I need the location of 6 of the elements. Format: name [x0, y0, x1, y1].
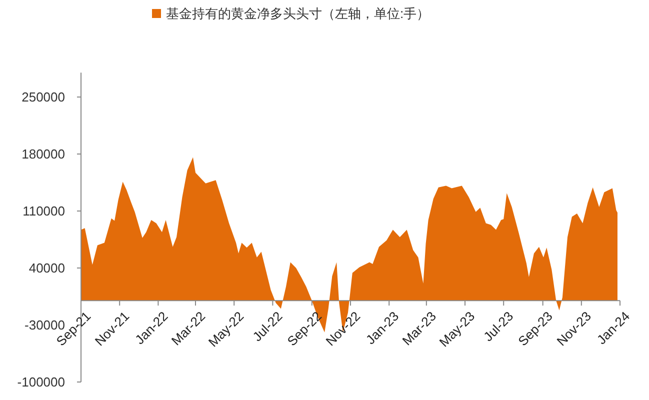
legend-label: 基金持有的黄金净多头头寸（左轴，单位:手）: [166, 6, 430, 21]
y-tick-label: 180000: [22, 146, 65, 162]
y-tick-label: -100000: [17, 374, 65, 390]
y-tick-label: 110000: [22, 204, 65, 219]
y-tick-label: 250000: [22, 90, 65, 105]
y-tick-label: 40000: [28, 260, 65, 276]
